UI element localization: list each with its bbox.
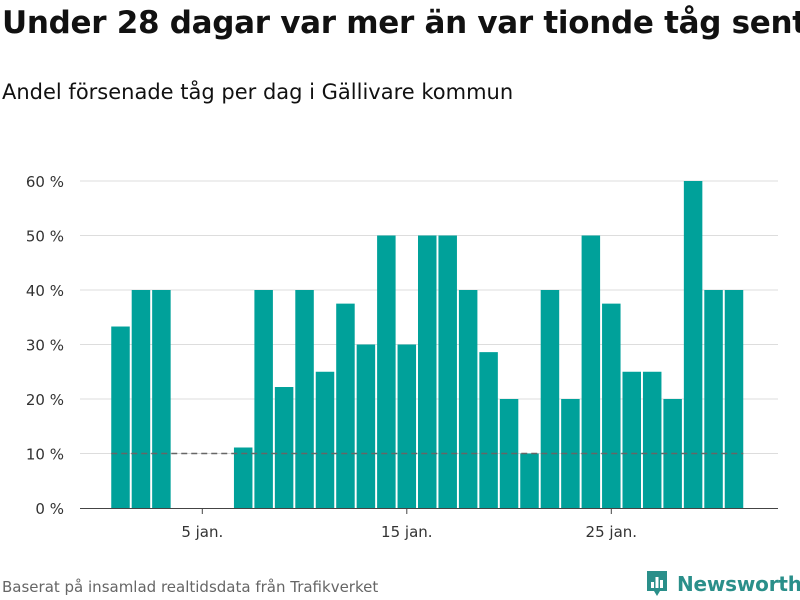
bar [581,235,601,508]
source-note: Baserat på insamlad realtidsdata från Tr… [2,578,379,596]
bar [622,371,641,508]
bar [458,290,478,508]
bar [233,447,253,508]
bar [520,453,539,508]
chart-title: Under 28 dagar var mer än var tionde tåg… [2,5,800,41]
bar [274,387,294,508]
bar [438,235,457,508]
bar [336,303,355,508]
y-tick-label: 40 % [26,282,64,300]
bar [479,352,498,508]
bar [254,290,273,508]
bar [377,235,396,508]
bar [724,290,744,508]
x-tick-label: 5 jan. [181,523,223,541]
y-tick-label: 60 % [26,173,64,191]
bar [540,290,560,508]
newsworthy-logo-icon [647,571,667,596]
x-axis: 5 jan. 15 jan. 25 jan. [80,508,778,541]
bar [315,371,335,508]
bar [561,399,580,508]
bar [131,290,151,508]
y-tick-label: 50 % [26,228,64,246]
bar [602,303,621,508]
x-tick-label: 15 jan. [381,523,433,541]
y-tick-label: 20 % [26,391,64,409]
bar [152,290,171,508]
x-tick-label: 25 jan. [586,523,638,541]
brand-name: Newsworthy [677,572,800,596]
y-tick-label: 10 % [26,446,64,464]
bar [642,371,662,508]
chart-subtitle: Andel försenade tåg per dag i Gällivare … [2,80,514,104]
bar [295,290,314,508]
bars [111,181,744,508]
bar [418,235,437,508]
bar [683,181,703,508]
bar [356,344,376,508]
brand-logo: Newsworthy [645,570,800,598]
bar [704,290,723,508]
bar [111,326,130,508]
bar [397,344,417,508]
y-axis-labels: 0 % 10 % 20 % 30 % 40 % 50 % 60 % [26,173,64,518]
y-tick-label: 30 % [26,337,64,355]
bar [499,399,519,508]
y-tick-label: 0 % [35,500,64,518]
